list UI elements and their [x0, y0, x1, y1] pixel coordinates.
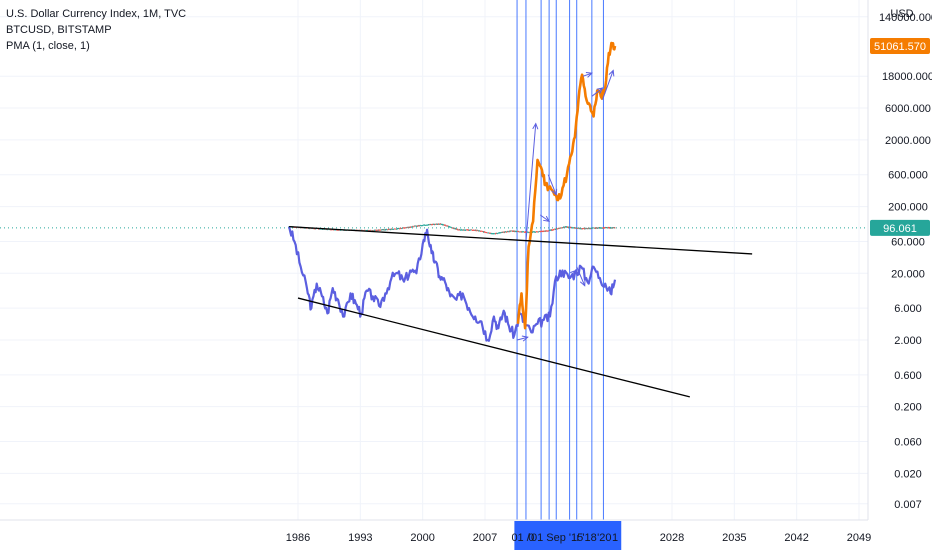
time-tick-label: 2042 — [784, 532, 808, 544]
btc-price-badge — [870, 38, 930, 55]
annotation-arrow — [516, 336, 528, 341]
time-highlight-label: ı '18 — [576, 532, 596, 544]
time-tick-label: 2049 — [847, 532, 871, 544]
time-tick-label: 1993 — [348, 532, 372, 544]
price-tick-label: 6.000 — [894, 303, 922, 315]
dxy-price-badge-label: 96.061 — [883, 223, 917, 235]
annotation-arrowhead — [551, 188, 558, 196]
annotation-arrow — [602, 70, 614, 100]
annotation-arrow — [576, 266, 586, 286]
dxy-price-badge — [870, 219, 930, 236]
annotation-arrowhead — [521, 335, 529, 342]
price-tick-label: 2.000 — [894, 335, 922, 347]
annotation-arrowhead — [608, 69, 615, 77]
time-tick-label: 2028 — [660, 532, 684, 544]
annotation-arrow — [591, 87, 603, 97]
price-tick-label: 0.600 — [894, 370, 922, 382]
chart-legend: U.S. Dollar Currency Index, 1M, TVC BTCU… — [6, 6, 186, 54]
price-tick-label: 0.200 — [894, 402, 922, 414]
annotation-arrow — [525, 123, 537, 242]
price-tick-label: 18000.000 — [882, 71, 932, 83]
price-tick-label: 0.020 — [894, 468, 922, 480]
legend-pma-indicator: PMA (1, close, 1) — [6, 40, 90, 52]
trendline-2 — [297, 297, 690, 398]
annotation-arrowhead — [579, 279, 586, 287]
annotation-arrow — [582, 72, 593, 77]
annotation-arrowhead — [596, 87, 604, 94]
annotation-arrowhead — [585, 71, 593, 78]
time-tick-label: 2007 — [473, 532, 497, 544]
btc-price-badge-label: 51061.570 — [874, 41, 926, 53]
annotation-arrowhead — [543, 215, 551, 223]
annotation-arrowhead — [570, 269, 577, 277]
price-tick-label: 600.000 — [888, 170, 928, 182]
trendline-1 — [289, 226, 753, 255]
price-tick-label: 0.060 — [894, 437, 922, 449]
price-tick-label: 20.000 — [891, 268, 925, 280]
legend-btc-series: BTCUSD, BITSTAMP — [6, 24, 112, 36]
price-tick-label: 200.000 — [888, 202, 928, 214]
annotation-arrow — [539, 214, 550, 222]
time-tick-label: 2035 — [722, 532, 746, 544]
price-tick-label: 140000.000 — [879, 12, 932, 24]
pma-series-line — [288, 226, 617, 342]
time-tick-label: 2000 — [410, 532, 434, 544]
time-axis-highlight — [514, 521, 622, 550]
price-tick-label: 0.007 — [894, 499, 922, 511]
annotation-arrow — [547, 174, 557, 196]
time-highlight-label: 01 Sep '15 — [531, 532, 583, 544]
time-highlight-label: '20 — [597, 532, 611, 544]
annotation-arrowhead — [532, 122, 539, 130]
price-tick-label: 2000.000 — [885, 135, 931, 147]
legend-symbol-title: U.S. Dollar Currency Index, 1M, TVC — [6, 8, 187, 20]
time-highlight-label: 0 — [528, 532, 534, 544]
annotation-arrow — [568, 270, 577, 279]
price-axis-currency: USD — [890, 8, 913, 20]
price-tick-label: 60.000 — [891, 236, 925, 248]
time-tick-label: 1986 — [286, 532, 310, 544]
price-axis-panel — [868, 0, 932, 550]
price-tick-label: 6000.000 — [885, 103, 931, 115]
time-highlight-label: 1 — [612, 532, 618, 544]
time-highlight-label: 01 / — [511, 532, 530, 544]
